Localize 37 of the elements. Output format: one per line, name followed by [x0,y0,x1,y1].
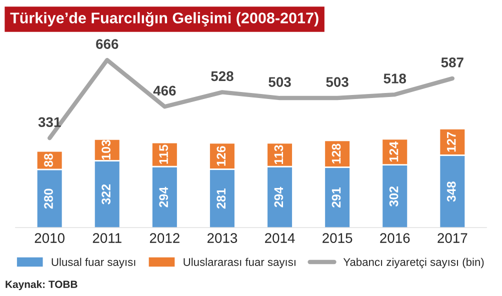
data-label: 528 [211,71,234,82]
data-label: 113 [274,145,284,164]
data-label: 291 [332,187,341,208]
data-label: 103 [102,140,111,160]
data-label: 88 [44,154,53,167]
x-tick-label: 2012 [150,233,180,243]
data-label: 322 [102,184,111,204]
data-label: 587 [441,58,464,68]
data-label: 280 [44,188,53,209]
x-tick-label: 2011 [92,233,122,243]
legend-label: Uluslararası fuar sayısı [184,258,296,268]
data-label: 466 [153,86,176,96]
x-tick-label: 2014 [265,233,295,243]
data-label: 128 [332,144,341,164]
x-tick-label: 2013 [207,233,238,243]
data-label: 348 [446,182,456,202]
data-label: 115 [159,144,168,164]
data-label: 126 [216,146,226,166]
data-label: 503 [268,77,291,87]
chart-title: Türkiye’de Fuarcılığın Gelişimi (2008-2017) [10,12,318,26]
legend-label: Yabancı ziyaretçi sayısı (bin) [343,258,484,268]
data-label: 124 [389,142,398,162]
x-tick-label: 2010 [34,233,64,243]
data-label: 666 [96,39,118,49]
data-label: 127 [446,132,456,152]
x-tick-label: 2015 [322,233,352,243]
data-label: 281 [216,188,226,209]
data-label: 294 [274,186,284,208]
data-label: 294 [159,186,168,208]
x-tick-label: 2017 [438,233,468,243]
text: Kaynak: TOBB [6,280,78,290]
data-label: 331 [38,117,61,128]
x-tick-label: 2016 [380,233,410,243]
data-label: 302 [389,186,398,207]
legend-label: Ulusal fuar sayısı [52,258,136,268]
data-label: 503 [326,77,348,87]
data-label: 518 [384,74,406,84]
